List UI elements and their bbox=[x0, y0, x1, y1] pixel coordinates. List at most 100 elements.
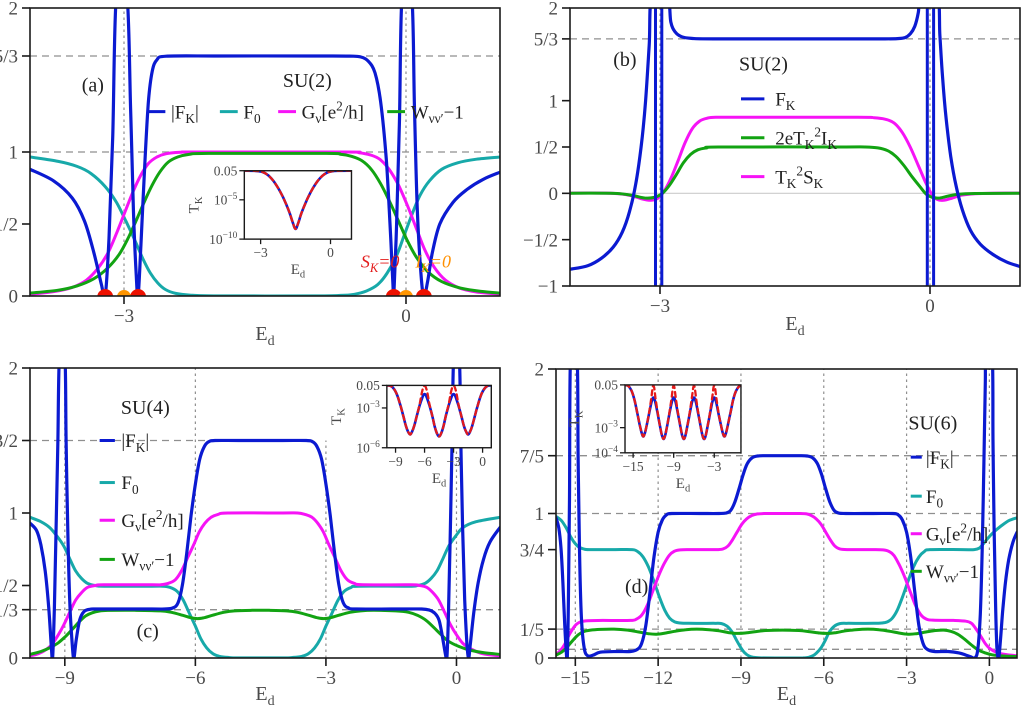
inset-curve-red bbox=[244, 170, 352, 231]
y-tick-label: −1/2 bbox=[523, 230, 558, 251]
panel-title: SU(4) bbox=[121, 397, 170, 419]
panel-title: SU(2) bbox=[283, 70, 332, 92]
inset-y-tick-label: 10−5 bbox=[214, 192, 238, 208]
x-axis-label: Ed bbox=[777, 683, 796, 708]
panel-a-chart: 0.05 10−5 10−10 −3 0 Ed TK 2 5/3 1 1/2 0 −3 0 Ed (a) SU(… bbox=[0, 0, 501, 349]
curve-FK bbox=[570, 8, 1020, 271]
legend-label: |FK| bbox=[171, 102, 199, 126]
panel-letter: (c) bbox=[137, 620, 159, 642]
x-axis-label: Ed bbox=[255, 683, 274, 708]
ik-zero-dot bbox=[117, 290, 131, 296]
x-tick-label: −3 bbox=[896, 668, 916, 689]
inset-x-tick-label: −3 bbox=[446, 454, 461, 469]
inset-x-tick-label: −3 bbox=[707, 459, 722, 474]
legend-label: F0 bbox=[243, 102, 261, 126]
legend-label: Gν[e2/h] bbox=[121, 507, 183, 535]
inset-y-axis-label: TK bbox=[567, 410, 586, 427]
annotation: SK=0 bbox=[361, 252, 400, 275]
x-tick-label: −3 bbox=[316, 668, 336, 689]
legend-label: Wνν′−1 bbox=[411, 102, 464, 126]
curve-W bbox=[30, 151, 500, 295]
x-tick-label: −6 bbox=[185, 668, 205, 689]
legend-item: Gν[e2/h] bbox=[99, 507, 184, 535]
inset-x-tick-label: −6 bbox=[417, 454, 432, 469]
x-tick-label: 0 bbox=[985, 668, 995, 689]
plot-area bbox=[570, 8, 1020, 286]
curve-FK bbox=[30, 8, 500, 296]
curve-G bbox=[556, 511, 1017, 658]
legend-label: TK2SK bbox=[775, 163, 823, 191]
inset-y-axis-label: TK bbox=[186, 196, 205, 213]
y-tick-label: 0 bbox=[549, 184, 559, 205]
inset-frame bbox=[243, 170, 353, 240]
legend-item: Gν[e2/h] bbox=[278, 98, 364, 126]
legend-label: |FK| bbox=[121, 431, 149, 455]
panel-title: SU(6) bbox=[908, 412, 957, 434]
y-tick-label: −1 bbox=[538, 277, 558, 298]
y-tick-label: 1/2 bbox=[0, 576, 18, 597]
panel-letter: (b) bbox=[613, 49, 636, 71]
y-tick-label: 7/5 bbox=[520, 446, 544, 467]
ik-zero-dot bbox=[399, 290, 413, 296]
x-tick-label: −6 bbox=[814, 668, 834, 689]
legend-label: Gν[e2/h] bbox=[926, 520, 988, 548]
legend-item: |FK| bbox=[147, 102, 199, 126]
y-tick-label: 1/3 bbox=[0, 600, 18, 621]
inset-x-axis-label: Ed bbox=[676, 476, 691, 495]
inset-x-tick-label: −9 bbox=[666, 459, 681, 474]
y-tick-label: 1 bbox=[549, 91, 559, 112]
y-tick-label: 5/3 bbox=[534, 30, 558, 51]
inset-chart: 0.05 10−3 10−6 −9 −6 −3 0 Ed TK bbox=[329, 378, 492, 490]
y-tick-label: 1 bbox=[9, 504, 19, 525]
y-tick-label: 0 bbox=[9, 287, 19, 308]
legend-item: 2eTK2IK bbox=[741, 124, 837, 152]
curve-W bbox=[556, 627, 1017, 658]
legend-item: F0 bbox=[910, 487, 943, 510]
panel-b-chart: 2 5/3 1 1/2 0 −1/2 −1 −3 0 Ed (b) SU(2) FK 2eTK2IK TK2… bbox=[523, 0, 1021, 339]
legend-item: |FK| bbox=[910, 448, 954, 471]
inset-x-tick-label: 0 bbox=[479, 454, 486, 469]
inset-chart: 0.05 10−5 10−10 −3 0 Ed TK bbox=[186, 163, 353, 281]
inset-x-tick-label: −15 bbox=[623, 459, 644, 474]
inset-x-tick-label: 0 bbox=[327, 245, 334, 260]
panel-letter: (a) bbox=[82, 74, 104, 96]
curve-S bbox=[570, 115, 1020, 202]
legend-item: Gν[e2/h] bbox=[910, 520, 988, 548]
legend-item: Wνν′−1 bbox=[99, 550, 174, 574]
x-tick-label: 0 bbox=[925, 296, 935, 317]
y-tick-label: 3/4 bbox=[520, 540, 545, 561]
plot-area bbox=[556, 369, 1017, 658]
inset-x-axis-label: Ed bbox=[432, 471, 447, 490]
x-axis-label: Ed bbox=[255, 323, 274, 349]
legend-label: FK bbox=[775, 89, 796, 113]
y-tick-label: 1/5 bbox=[520, 620, 544, 641]
legend-label: Wνν′−1 bbox=[926, 562, 979, 586]
sk-zero-dot bbox=[415, 289, 432, 296]
inset-frame bbox=[386, 384, 492, 449]
inset-y-tick-label: 10−6 bbox=[356, 440, 380, 456]
inset-frame bbox=[624, 384, 742, 454]
legend-item: Wνν′−1 bbox=[910, 562, 979, 586]
inset-bg bbox=[625, 384, 741, 453]
panel-d-chart: 0.05 10−3 10−4 −15 −9 −3 Ed TK 2 7/5 1 3/4 1/5 0 −15 −1… bbox=[520, 360, 1018, 708]
legend-item: F0 bbox=[99, 473, 139, 497]
inset-bg bbox=[244, 170, 352, 240]
panel-letter: (d) bbox=[625, 576, 648, 598]
inset-y-tick-label: 0.05 bbox=[594, 378, 618, 393]
legend-label: Wνν′−1 bbox=[121, 550, 174, 574]
inset-curve-red bbox=[386, 385, 492, 438]
panel-c-chart: 0.0510−310−6−9−6−30EdTK23/211/21/30−9−6−… bbox=[0, 359, 501, 708]
x-tick-label: −15 bbox=[560, 668, 590, 689]
legend-item: |FK| bbox=[99, 431, 149, 455]
inset-y-tick-label: 0.05 bbox=[356, 378, 380, 393]
y-tick-label: 2 bbox=[9, 359, 19, 380]
annotation: IK=0 bbox=[414, 252, 451, 275]
inset-y-tick-label: 10−10 bbox=[209, 231, 237, 247]
y-tick-label: 2 bbox=[9, 0, 19, 20]
sk-zero-dot bbox=[385, 289, 402, 296]
inset-y-tick-label: 0.05 bbox=[214, 163, 238, 178]
y-tick-label: 0 bbox=[535, 649, 545, 670]
x-tick-label: −9 bbox=[731, 668, 751, 689]
legend-label: 2eTK2IK bbox=[775, 124, 837, 152]
